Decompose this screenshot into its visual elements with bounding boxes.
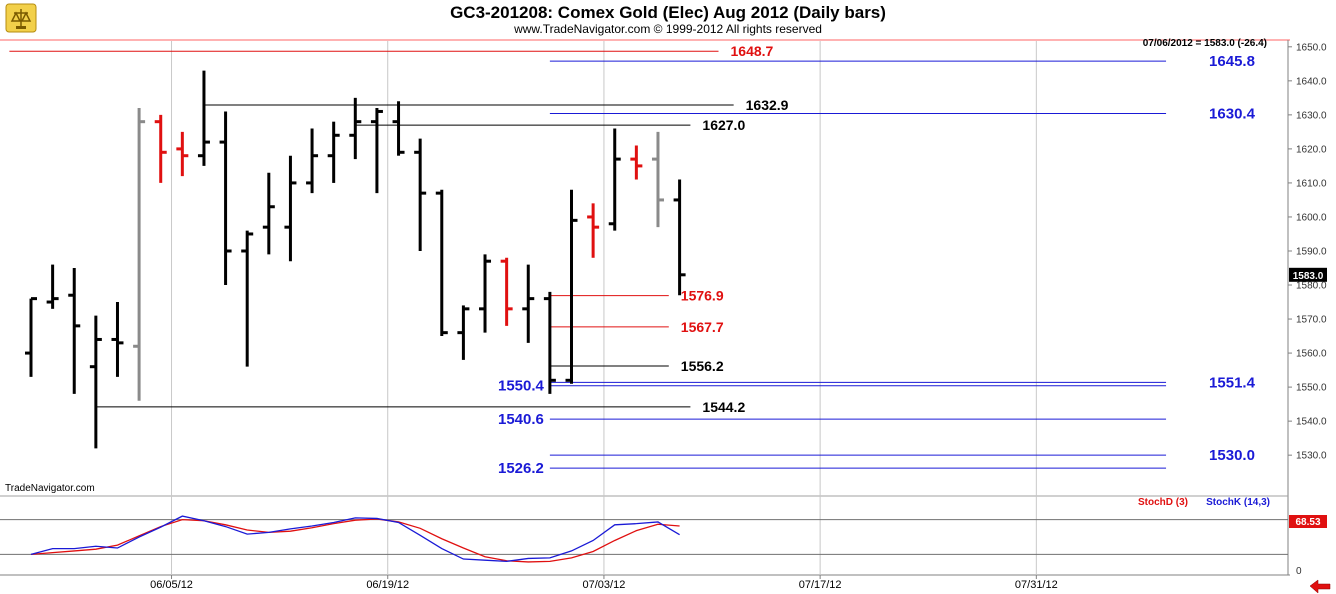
level-label: 1544.2 bbox=[702, 399, 745, 415]
ohlc-bar bbox=[176, 131, 189, 177]
level-label: 1630.4 bbox=[1209, 106, 1256, 123]
level-label: 1551.4 bbox=[1209, 374, 1256, 391]
stoch-d-line bbox=[30, 518, 680, 563]
date-tick-label: 07/31/12 bbox=[1015, 579, 1058, 591]
price-tick-label: 1550.0 bbox=[1296, 383, 1327, 394]
price-tick-label: 1540.0 bbox=[1296, 417, 1327, 428]
copyright-text: www.TradeNavigator.com © 1999-2012 All r… bbox=[513, 22, 822, 36]
level-label: 1627.0 bbox=[702, 117, 745, 133]
price-tick-label: 1580.0 bbox=[1296, 281, 1327, 292]
level-label: 1648.7 bbox=[731, 43, 774, 59]
ohlc-bar bbox=[522, 264, 535, 343]
date-tick-label: 07/17/12 bbox=[799, 579, 842, 591]
chart-title: GC3-201208: Comex Gold (Elec) Aug 2012 (… bbox=[450, 3, 886, 22]
stoch-d-tag: 68.53 bbox=[1289, 515, 1327, 528]
date-tick-label: 06/05/12 bbox=[150, 579, 193, 591]
level-label: 1530.0 bbox=[1209, 447, 1255, 464]
last-price-info: 07/06/2012 = 1583.0 (-26.4) bbox=[1143, 38, 1267, 49]
ohlc-bar bbox=[435, 189, 448, 337]
price-tick-label: 1600.0 bbox=[1296, 212, 1327, 223]
ohlc-bar bbox=[392, 101, 405, 156]
price-tick-label: 1530.0 bbox=[1296, 451, 1327, 462]
ohlc-bar bbox=[457, 305, 470, 360]
level-label: 1540.6 bbox=[498, 411, 544, 428]
header: GC3-201208: Comex Gold (Elec) Aug 2012 (… bbox=[5, 3, 886, 36]
stochastic-pane: StochD (3) StochK (14,3) 68.53 0 bbox=[0, 497, 1327, 577]
ohlc-bar bbox=[673, 179, 686, 296]
ohlc-bar bbox=[111, 302, 124, 377]
price-tick-label: 1610.0 bbox=[1296, 178, 1327, 189]
watermark-text: TradeNavigator.com bbox=[5, 483, 95, 494]
scroll-right-arrow-icon[interactable] bbox=[1306, 579, 1332, 594]
ohlc-bar bbox=[479, 254, 492, 333]
ohlc-bar bbox=[89, 315, 102, 449]
support-resistance-levels: 1648.7 1645.8 1632.9 1630.4 1627.0 1576.9 1567… bbox=[9, 43, 1256, 477]
level-label: 1576.9 bbox=[681, 288, 724, 304]
ohlc-bar bbox=[219, 111, 232, 286]
price-tick-label: 1570.0 bbox=[1296, 315, 1327, 326]
ohlc-bar bbox=[500, 257, 513, 326]
ohlc-bar bbox=[154, 114, 167, 183]
price-tick-label: 1620.0 bbox=[1296, 144, 1327, 155]
ohlc-bar bbox=[68, 268, 81, 394]
ohlc-bar bbox=[543, 291, 556, 394]
ohlc-bar bbox=[133, 108, 146, 401]
date-tick-label: 07/03/12 bbox=[583, 579, 626, 591]
legend-stoch-d: StochD (3) bbox=[1138, 497, 1188, 508]
ohlc-bar bbox=[197, 70, 210, 166]
ohlc-bar bbox=[370, 108, 383, 194]
stoch-d-value: 68.53 bbox=[1295, 517, 1320, 528]
ohlc-bar bbox=[327, 121, 340, 183]
date-tick-label: 06/19/12 bbox=[366, 579, 409, 591]
legend-stoch-k: StochK (14,3) bbox=[1206, 497, 1270, 508]
price-tick-label: 1640.0 bbox=[1296, 76, 1327, 87]
price-bars bbox=[25, 70, 686, 449]
level-label: 1526.2 bbox=[498, 460, 544, 477]
level-label: 1645.8 bbox=[1209, 53, 1255, 70]
level-label: 1550.4 bbox=[498, 378, 545, 395]
price-tick-label: 1650.0 bbox=[1296, 42, 1327, 53]
level-label: 1556.2 bbox=[681, 358, 724, 374]
logo-icon bbox=[5, 3, 37, 33]
price-axis: 1530.0 1540.0 1550.0 1560.0 1570.0 1580.0 1590… bbox=[1288, 42, 1327, 462]
current-price-label: 1583.0 bbox=[1293, 271, 1324, 282]
date-axis: 06/05/12 06/19/12 07/03/12 07/17/12 07/31/12 bbox=[150, 575, 1058, 591]
current-price-tag: 1583.0 bbox=[1289, 267, 1327, 282]
ohlc-bar bbox=[284, 155, 297, 262]
ohlc-bar bbox=[262, 172, 275, 255]
price-tick-label: 1590.0 bbox=[1296, 246, 1327, 257]
ohlc-bar bbox=[587, 203, 600, 258]
ohlc-bar bbox=[349, 97, 362, 160]
ohlc-bar bbox=[25, 297, 37, 377]
stoch-k-line bbox=[30, 515, 680, 563]
stoch-axis-zero: 0 bbox=[1296, 566, 1302, 577]
price-tick-label: 1560.0 bbox=[1296, 349, 1327, 360]
ohlc-bar bbox=[414, 138, 427, 251]
ohlc-bar bbox=[241, 230, 254, 367]
level-label: 1567.7 bbox=[681, 319, 724, 335]
ohlc-bar bbox=[46, 264, 59, 309]
level-label: 1632.9 bbox=[746, 97, 789, 113]
ohlc-bar bbox=[651, 131, 664, 228]
ohlc-bar bbox=[306, 128, 319, 194]
ohlc-bar bbox=[630, 145, 643, 180]
price-tick-label: 1630.0 bbox=[1296, 110, 1327, 121]
date-grid bbox=[171, 41, 1037, 575]
ohlc-bar bbox=[565, 189, 578, 384]
ohlc-bar bbox=[608, 128, 621, 231]
